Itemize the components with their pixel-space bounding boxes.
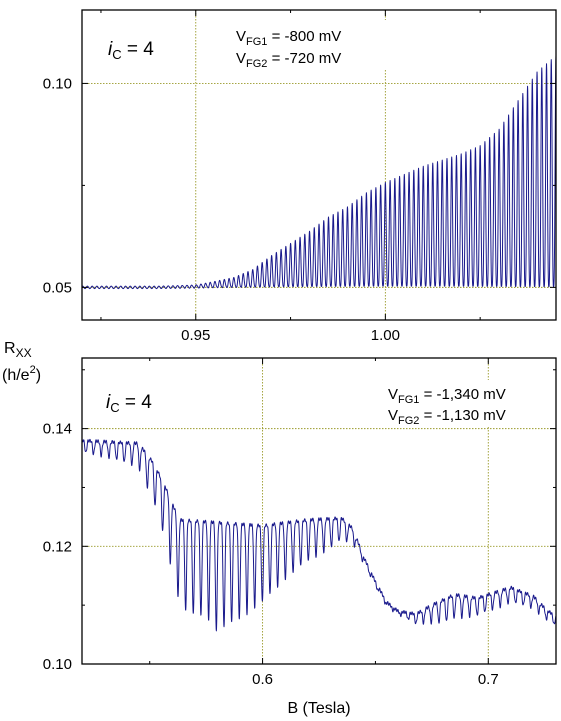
top-gate1-annotation: VFG1 = -800 mV [236, 28, 341, 48]
bottom-plot-frame [81, 357, 557, 665]
bottom-filling-annotation: iC = 4 [106, 392, 152, 415]
top-y-tick-label: 0.05 [43, 279, 72, 296]
top-y-tick-label: 0.10 [43, 75, 72, 92]
bottom-ticks [82, 358, 556, 664]
bottom-gate1-annotation: VFG1 = -1,340 mV [388, 386, 506, 406]
top-plot-frame [81, 9, 557, 321]
top-gate2-annotation: VFG2 = -720 mV [236, 50, 341, 70]
bot-y-tick-label: 0.12 [43, 538, 72, 555]
top-ticks [82, 10, 556, 320]
bottom-legend-background [380, 380, 542, 427]
bot-y-tick-label: 0.14 [43, 421, 72, 438]
bottom-gate-legend [380, 380, 542, 427]
bottom-series-line [81, 438, 557, 632]
bottom-gate2-annotation: VFG2 = -1,130 mV [388, 407, 506, 427]
y-axis-title: RXX [4, 340, 32, 360]
x-axis-title: B (Tesla) [287, 700, 350, 717]
bot-x-tick-label: 0.6 [252, 671, 273, 688]
top-tick-labels: 0.95 1.00 0.05 0.10 [43, 75, 400, 344]
bottom-panel: 0.6 0.7 0.10 0.12 0.14 iC = 4 VFG1 = -1,340 … [43, 357, 557, 717]
top-legend-background [222, 20, 390, 70]
y-axis-unit: (h/e2) [2, 364, 41, 384]
bot-y-tick-label: 0.10 [43, 656, 72, 673]
top-filling-annotation: iC = 4 [108, 39, 154, 62]
bottom-tick-labels: 0.6 0.7 0.10 0.12 0.14 [43, 421, 499, 688]
top-x-tick-label: 1.00 [371, 327, 400, 344]
top-series-line [81, 55, 557, 290]
top-panel: 0.95 1.00 0.05 0.10 iC = 4 VFG1 = -800 mV V… [43, 9, 557, 344]
top-x-tick-label: 0.95 [181, 327, 210, 344]
top-gate-legend [222, 20, 390, 70]
bot-x-tick-label: 0.7 [478, 671, 499, 688]
